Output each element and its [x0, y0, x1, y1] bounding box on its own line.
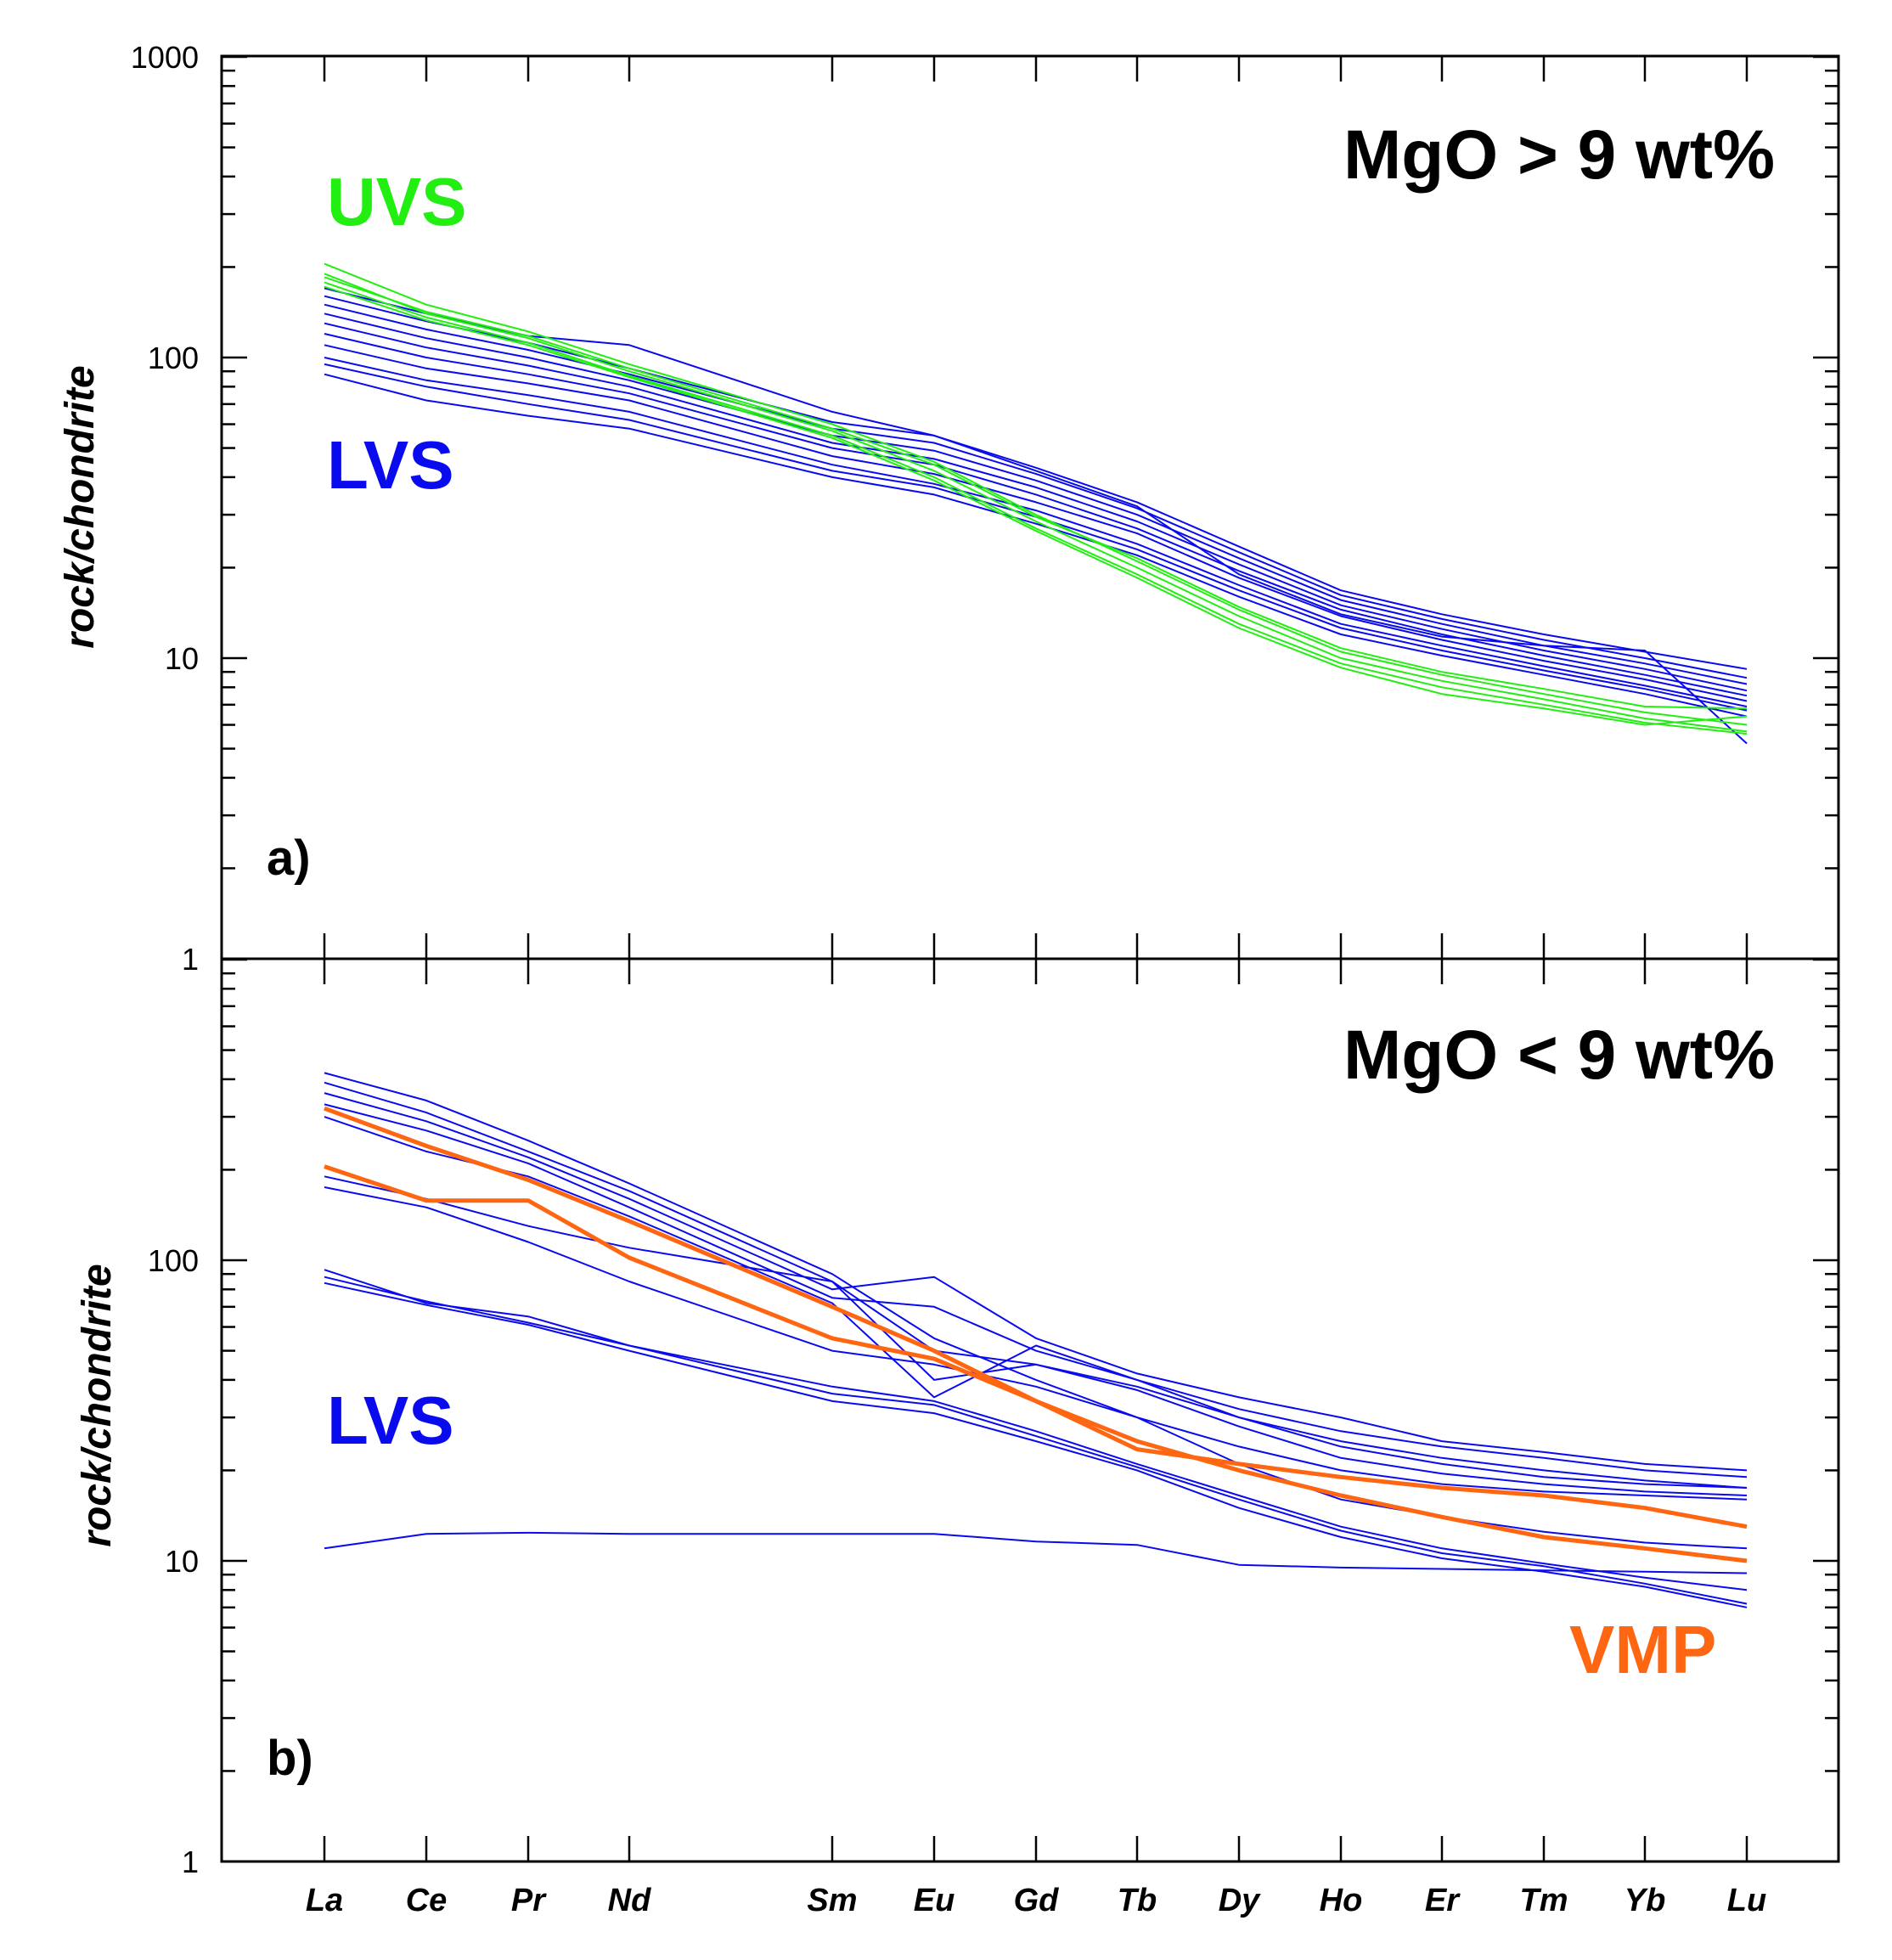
panel-b-series-vmp-11 [324, 1106, 1748, 1563]
panel-b-series-vmp-12 [324, 1164, 1748, 1529]
panel-b-series-lvs-7 [324, 1269, 1748, 1591]
panel-b-series-lvs-4 [324, 1116, 1748, 1489]
panel-b-series-lvs-3 [324, 1103, 1748, 1478]
x-label-nd: Nd [608, 1883, 651, 1918]
x-label-sm: Sm [807, 1883, 857, 1918]
x-label-gd: Gd [1014, 1883, 1060, 1918]
panel-a-ytick-10: 10 [165, 641, 199, 676]
x-label-dy: Dy [1219, 1883, 1261, 1918]
panel-a-ytick-1: 1 [182, 942, 199, 977]
panel-a-ytick-100: 100 [148, 341, 199, 375]
x-category-labels: La Ce Pr Nd Sm Eu Gd Tb Dy Ho Er Tm Yb Lu [306, 1883, 1766, 1918]
lvs-label-a: LVS [327, 427, 454, 503]
x-label-lu: Lu [1727, 1883, 1766, 1918]
panel-b-series [324, 1072, 1748, 1608]
x-label-yb: Yb [1625, 1883, 1666, 1918]
panel-b-series-lvs-0 [324, 1072, 1748, 1501]
panel-a-series-uvs-13 [324, 285, 1748, 726]
panel-b-ylabel: rock/chondrite [75, 1264, 120, 1546]
panel-a-series [324, 262, 1748, 745]
panel-b-frame [220, 957, 1840, 1863]
panel-b-ytick-10: 10 [165, 1544, 199, 1579]
panel-a-series-lvs-5 [324, 313, 1748, 685]
panel-a-series-lvs-7 [324, 295, 1748, 670]
x-label-pr: Pr [511, 1883, 547, 1918]
panel-b-ytick-1: 1 [182, 1845, 199, 1879]
panel-a-series-uvs-11 [324, 273, 1748, 733]
x-label-ce: Ce [406, 1883, 448, 1918]
panel-b-series-lvs-1 [324, 1081, 1748, 1489]
axis-ticks [222, 55, 1839, 1863]
panel-a-series-lvs-6 [324, 303, 1748, 679]
panel-a-series-lvs-0 [324, 373, 1748, 718]
uvs-label: UVS [327, 164, 467, 239]
panel-a-series-uvs-14 [324, 276, 1748, 710]
panel-b-title: MgO < 9 wt% [1343, 1017, 1775, 1094]
x-label-tb: Tb [1118, 1883, 1157, 1918]
x-label-er: Er [1425, 1883, 1461, 1918]
panel-a-series-lvs-1 [324, 357, 1748, 707]
panel-b-ytick-100: 100 [148, 1243, 199, 1278]
panel-b-series-lvs-9 [324, 1281, 1748, 1608]
x-label-ho: Ho [1320, 1883, 1363, 1918]
panel-a-letter: a) [267, 831, 311, 886]
vmp-label: VMP [1569, 1612, 1716, 1687]
panel-a-ylabel: rock/chondrite [58, 365, 103, 648]
panel-b-series-lvs-10 [324, 1531, 1748, 1574]
panel-a-series-lvs-9 [324, 363, 1748, 712]
x-label-la: La [306, 1883, 343, 1918]
panel-b-series-lvs-6 [324, 1186, 1748, 1550]
panel-a-series-lvs-2 [324, 344, 1748, 702]
x-label-tm: Tm [1520, 1883, 1568, 1918]
panel-a-title: MgO > 9 wt% [1343, 116, 1775, 194]
panel-b-series-lvs-8 [324, 1276, 1748, 1605]
panel-b-letter: b) [267, 1731, 313, 1786]
panel-a-series-lvs-4 [324, 322, 1748, 692]
panel-a-series-uvs-12 [324, 281, 1748, 735]
x-label-eu: Eu [914, 1883, 955, 1918]
panel-b-series-lvs-5 [324, 1175, 1748, 1496]
lvs-label-b: LVS [327, 1383, 454, 1458]
panel-b-series-lvs-2 [324, 1092, 1748, 1472]
panel-a-ytick-1000: 1000 [131, 40, 199, 75]
panel-a-series-lvs-3 [324, 333, 1748, 697]
